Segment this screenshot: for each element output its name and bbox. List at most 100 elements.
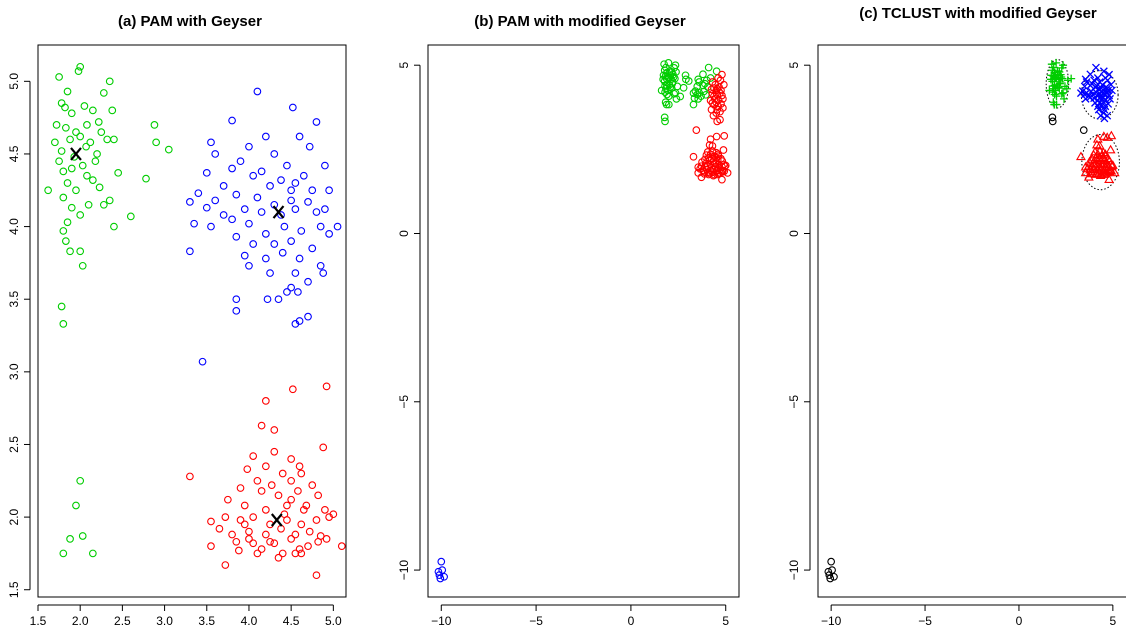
data-point (93, 150, 101, 158)
data-point (706, 135, 715, 144)
data-point (291, 549, 300, 558)
data-point (659, 75, 667, 84)
data-point (59, 167, 68, 176)
data-point (110, 135, 118, 144)
data-point (61, 123, 70, 132)
data-point (164, 145, 173, 154)
data-point (261, 229, 270, 238)
panel-b-title: (b) PAM with modified Geyser (474, 13, 686, 30)
data-point (74, 67, 83, 75)
data-point (186, 472, 194, 481)
data-point (287, 495, 296, 504)
data-point (240, 520, 249, 529)
data-point (236, 516, 245, 524)
data-point (72, 186, 80, 195)
y-tick-label: 3.5 (7, 291, 21, 308)
data-point (719, 146, 728, 154)
data-point (1103, 76, 1112, 85)
y-tick-label: 1.5 (7, 581, 21, 598)
data-point (59, 227, 68, 235)
data-point (291, 530, 300, 539)
data-point (270, 426, 279, 434)
data-point (1059, 61, 1068, 70)
data-point (207, 222, 215, 231)
data-point (72, 501, 80, 510)
data-point (297, 520, 306, 529)
data-point (207, 542, 215, 551)
data-point (664, 58, 673, 67)
data-point (434, 567, 443, 576)
data-point (663, 90, 671, 99)
data-point (1107, 86, 1116, 95)
data-point (78, 532, 87, 540)
x-tick-label: 2.0 (72, 614, 89, 628)
data-point (280, 510, 289, 519)
data-point (1094, 140, 1105, 150)
data-point (283, 288, 291, 296)
panel-b: (b) PAM with modified Geyser −10 −5 0 5 −10 −… (397, 13, 740, 628)
data-point (228, 164, 236, 173)
data-point (708, 142, 717, 150)
data-point (94, 118, 103, 126)
data-point (257, 167, 266, 176)
data-point (322, 535, 331, 543)
x-tick-label: 5 (1110, 614, 1117, 628)
data-point (325, 186, 333, 195)
data-point (291, 205, 300, 213)
data-point (219, 211, 228, 219)
data-point (1099, 169, 1110, 178)
data-point (95, 183, 104, 192)
data-point (718, 70, 726, 79)
data-point (660, 66, 669, 75)
data-point (1104, 166, 1115, 176)
x-tick-label: −10 (821, 614, 842, 628)
data-point (294, 487, 302, 495)
y-tick-label: −5 (787, 395, 801, 409)
y-tick-label: 4.0 (7, 218, 21, 235)
data-point (321, 161, 329, 170)
data-point (723, 169, 732, 177)
data-point (253, 476, 262, 485)
data-point (316, 222, 325, 231)
x-tick-label: 2.5 (114, 614, 131, 628)
data-point (190, 219, 198, 228)
data-point (295, 545, 304, 553)
data-point (277, 211, 285, 219)
data-point (280, 222, 289, 231)
data-point (270, 447, 279, 456)
data-point (694, 95, 703, 103)
data-point (1063, 76, 1072, 85)
data-point (44, 186, 52, 195)
data-point (825, 571, 834, 579)
data-point (440, 572, 448, 581)
data-point (672, 95, 681, 103)
data-point (673, 82, 682, 91)
data-point (66, 535, 74, 543)
data-point (689, 89, 698, 97)
data-point (152, 138, 160, 147)
data-point (67, 203, 76, 212)
data-point (304, 312, 312, 321)
data-point (103, 135, 112, 144)
data-point (228, 215, 236, 224)
data-point (1054, 83, 1063, 92)
x-tick-label: 1.5 (30, 614, 47, 628)
data-point (1057, 89, 1066, 98)
data-point (304, 198, 312, 206)
data-point (51, 138, 59, 147)
panel-a: (a) PAM with Geyser 1.5 2.0 2.5 3.0 3.5 4.0 4.… (7, 13, 347, 628)
data-point (709, 111, 718, 120)
plot-frame (817, 44, 1126, 598)
panel-a-title: (a) PAM with Geyser (118, 13, 262, 30)
data-point (706, 74, 715, 82)
data-point (257, 421, 266, 430)
data-point (1050, 90, 1059, 99)
data-point (249, 452, 258, 460)
data-point (662, 100, 671, 109)
data-point (266, 537, 274, 546)
data-point (718, 175, 726, 184)
x-tick-label: 5.0 (325, 614, 342, 628)
data-point (716, 115, 724, 124)
data-point (308, 186, 317, 195)
panel-c-title: (c) TCLUST with modified Geyser (859, 5, 1097, 22)
